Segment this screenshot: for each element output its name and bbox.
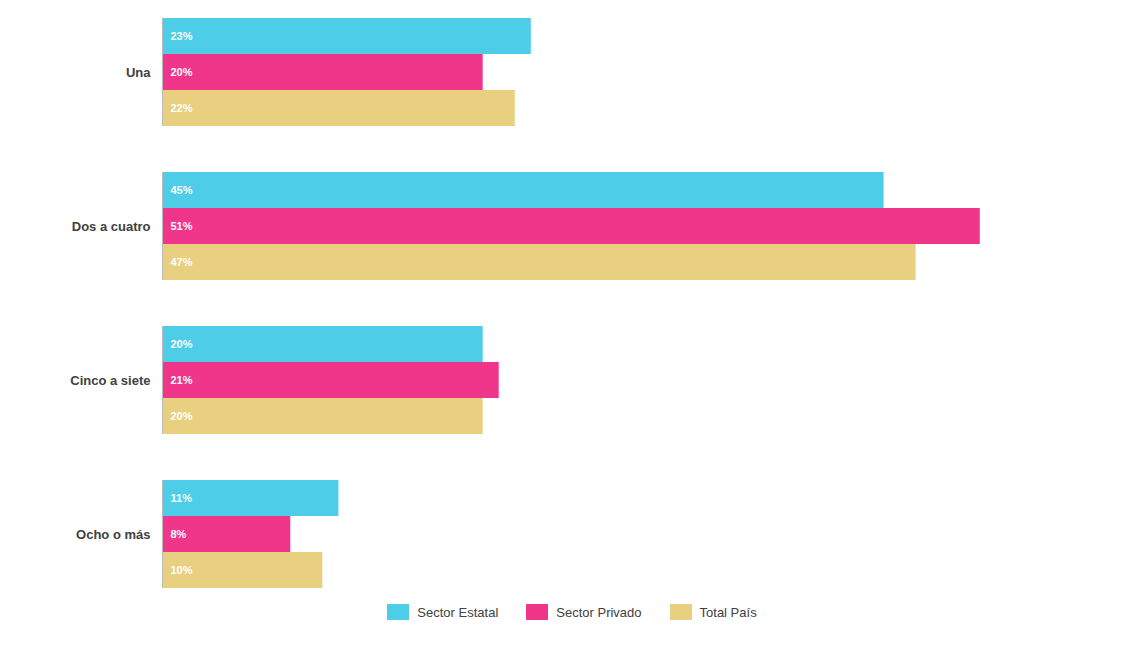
svg-text:20%: 20%	[171, 338, 193, 350]
svg-text:Dos a cuatro: Dos a cuatro	[72, 219, 151, 234]
svg-text:23%: 23%	[171, 30, 193, 42]
svg-text:22%: 22%	[171, 102, 193, 114]
html-text:Sector Estatal: Sector Estatal	[417, 604, 499, 620]
svg-text:10%: 10%	[171, 564, 193, 576]
svg-text:Cinco a siete: Cinco a siete	[70, 373, 150, 388]
svg-text:45%: 45%	[171, 184, 193, 196]
svg-text:8%: 8%	[171, 528, 187, 540]
svg-text:Una: Una	[126, 65, 151, 80]
svg-text:Ocho o más: Ocho o más	[76, 527, 150, 542]
html-text:Sector Privado: Sector Privado	[556, 604, 642, 620]
svg-text:47%: 47%	[171, 256, 193, 268]
svg-text:11%: 11%	[171, 492, 193, 504]
svg-text:21%: 21%	[171, 374, 193, 386]
html-text:Total País: Total País	[699, 604, 757, 620]
svg-text:20%: 20%	[171, 66, 193, 78]
svg-text:20%: 20%	[171, 410, 193, 422]
svg-text:51%: 51%	[171, 220, 193, 232]
